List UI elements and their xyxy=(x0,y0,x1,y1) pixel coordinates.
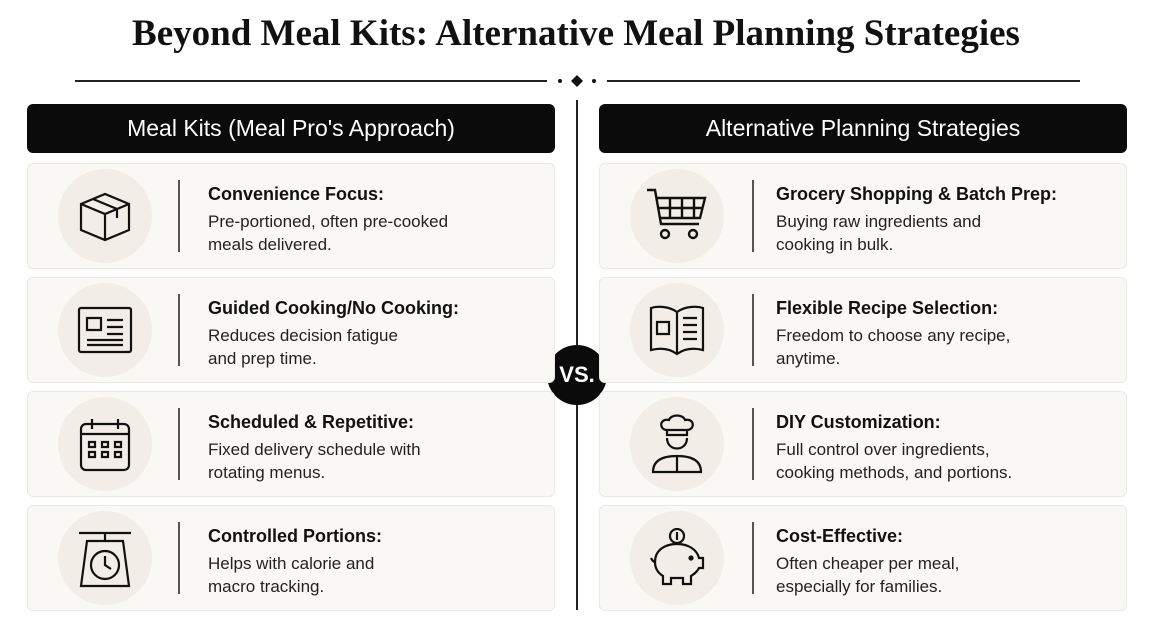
card: Guided Cooking/No Cooking: Reduces decis… xyxy=(27,277,555,383)
item-text: Freedom to choose any recipe, anytime. xyxy=(776,326,1011,368)
item-text: Often cheaper per meal, especially for f… xyxy=(776,554,960,596)
left-header: Meal Kits (Meal Pro's Approach) xyxy=(27,104,555,153)
item-title: Controlled Portions: xyxy=(208,526,382,546)
card: Scheduled & Repetitive: Fixed delivery s… xyxy=(27,391,555,497)
item-text: Full control over ingredients, cooking m… xyxy=(776,440,1013,482)
item-title: Cost-Effective: xyxy=(776,526,904,546)
item-title: Convenience Focus: xyxy=(208,184,385,204)
item-text: Fixed delivery schedule with rotating me… xyxy=(208,440,421,482)
item-title: Grocery Shopping & Batch Prep: xyxy=(776,184,1058,204)
item-title: Scheduled & Repetitive: xyxy=(208,412,415,432)
item-text: Helps with calorie and macro tracking. xyxy=(208,554,375,596)
card: Convenience Focus: Pre-portioned, often … xyxy=(27,163,555,269)
item-title: DIY Customization: xyxy=(776,412,941,432)
card: Controlled Portions: Helps with calorie … xyxy=(27,505,555,611)
item-title: Guided Cooking/No Cooking: xyxy=(208,298,459,318)
right-header: Alternative Planning Strategies xyxy=(599,104,1127,153)
item-text: Pre-portioned, often pre-cooked meals de… xyxy=(208,212,449,254)
vs-badge: VS. xyxy=(547,345,607,405)
title: Beyond Meal Kits: Alternative Meal Plann… xyxy=(132,13,1020,54)
divider-ornament xyxy=(558,75,596,87)
card: Cost-Effective: Often cheaper per meal, … xyxy=(599,505,1127,611)
item-text: Reduces decision fatigue and prep time. xyxy=(208,326,398,368)
card: DIY Customization: Full control over ing… xyxy=(599,391,1127,497)
card: Grocery Shopping & Batch Prep: Buying ra… xyxy=(599,163,1127,269)
card: Flexible Recipe Selection: Freedom to ch… xyxy=(599,277,1127,383)
item-text: Buying raw ingredients and cooking in bu… xyxy=(776,212,982,254)
divider xyxy=(75,80,547,82)
item-title: Flexible Recipe Selection: xyxy=(776,298,999,318)
divider xyxy=(607,80,1080,82)
